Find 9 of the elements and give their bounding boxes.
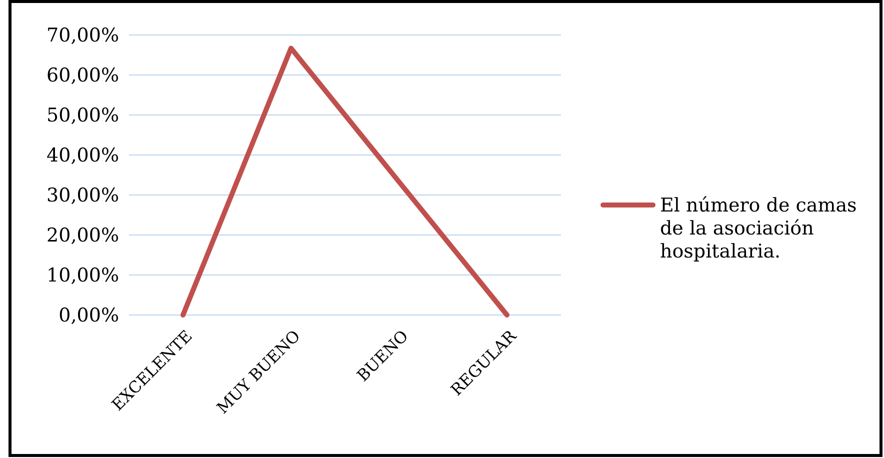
- y-tick-label: 20,00%: [46, 224, 119, 247]
- y-tick-label: 30,00%: [46, 184, 119, 207]
- legend-label: El número de camas de la asociación hospitalaria.: [660, 194, 857, 262]
- y-tick-label: 40,00%: [46, 144, 119, 167]
- y-tick-label: 60,00%: [46, 64, 119, 87]
- y-tick-label: 70,00%: [46, 24, 119, 47]
- y-tick-label: 10,00%: [46, 264, 119, 287]
- y-tick-label: 0,00%: [58, 304, 119, 327]
- y-tick-label: 50,00%: [46, 104, 119, 127]
